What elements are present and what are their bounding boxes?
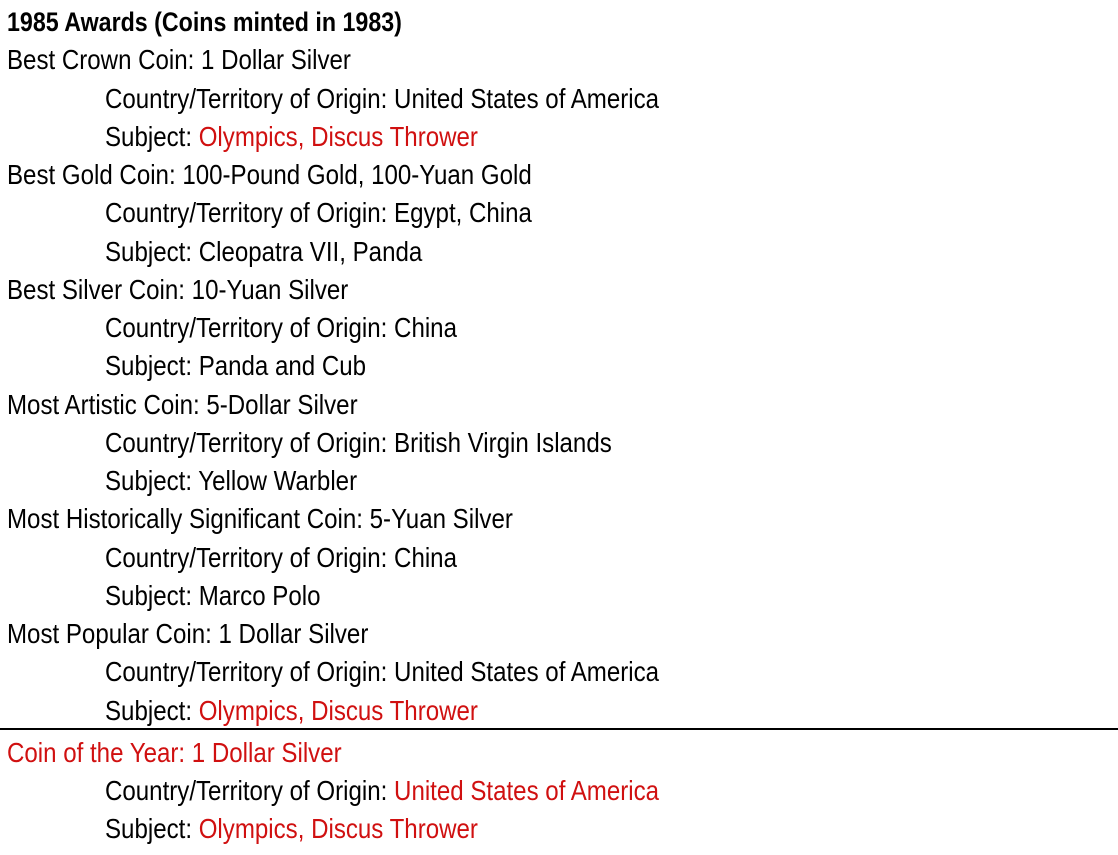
- award-country-line: Country/Territory of Origin: China: [105, 539, 457, 577]
- subject-label: Subject:: [105, 465, 199, 496]
- award-category: Best Silver Coin:: [7, 273, 192, 305]
- country-label: Country/Territory of Origin:: [105, 82, 395, 114]
- divider-rule: [0, 728, 1118, 730]
- award-country-line: Country/Territory of Origin: British Vir…: [105, 424, 612, 462]
- award-coin: 1 Dollar Silver: [191, 736, 342, 768]
- award-country-line: Country/Territory of Origin: United Stat…: [105, 653, 659, 691]
- country-label: Country/Territory of Origin:: [105, 312, 395, 343]
- award-subject: Olympics, Discus Thrower: [198, 813, 478, 845]
- award-subject-line: Subject: Olympics, Discus Thrower: [105, 692, 478, 730]
- award-subject-line: Subject: Yellow Warbler: [105, 462, 357, 500]
- award-country-line: Country/Territory of Origin: United Stat…: [105, 80, 659, 118]
- award-subject-line: Subject: Marco Polo: [105, 577, 320, 615]
- award-country-line: Country/Territory of Origin: United Stat…: [105, 772, 659, 810]
- award-category: Most Historically Significant Coin:: [7, 503, 370, 535]
- award-category-line: Coin of the Year: 1 Dollar Silver: [7, 734, 342, 772]
- award-category: Most Artistic Coin:: [7, 388, 207, 420]
- award-category-line: Most Artistic Coin: 5-Dollar Silver: [7, 386, 358, 424]
- award-subject-line: Subject: Olympics, Discus Thrower: [105, 118, 478, 156]
- country-label: Country/Territory of Origin:: [105, 656, 395, 688]
- award-coin: 10-Yuan Silver: [191, 273, 349, 305]
- award-country: China: [394, 312, 457, 343]
- document-title: 1985 Awards (Coins minted in 1983): [7, 7, 402, 37]
- subject-label: Subject:: [105, 235, 199, 267]
- award-category-line: Best Crown Coin: 1 Dollar Silver: [7, 41, 351, 79]
- award-country-line: Country/Territory of Origin: Egypt, Chin…: [105, 194, 532, 232]
- award-category-line: Best Gold Coin: 100-Pound Gold, 100-Yuan…: [7, 156, 532, 194]
- award-subject-line: Subject: Panda and Cub: [105, 347, 366, 385]
- award-subject: Panda and Cub: [198, 350, 367, 382]
- award-coin: 100-Pound Gold, 100-Yuan Gold: [182, 159, 532, 190]
- award-category-line: Most Popular Coin: 1 Dollar Silver: [7, 615, 368, 653]
- subject-label: Subject:: [105, 694, 199, 726]
- award-subject-line: Subject: Cleopatra VII, Panda: [105, 233, 422, 271]
- award-coin: 1 Dollar Silver: [201, 44, 351, 76]
- award-category-line: Most Historically Significant Coin: 5-Yu…: [7, 500, 513, 538]
- award-subject: Marco Polo: [198, 579, 321, 611]
- country-label: Country/Territory of Origin:: [105, 541, 395, 573]
- award-coin: 1 Dollar Silver: [218, 618, 369, 649]
- award-subject: Olympics, Discus Thrower: [198, 694, 478, 726]
- country-label: Country/Territory of Origin:: [105, 197, 395, 229]
- award-subject-line: Subject: Olympics, Discus Thrower: [105, 810, 478, 848]
- award-category: Best Crown Coin:: [7, 44, 202, 76]
- award-subject: Yellow Warbler: [198, 465, 358, 496]
- award-country: China: [394, 541, 457, 573]
- award-country-line: Country/Territory of Origin: China: [105, 309, 457, 347]
- award-category: Coin of the Year:: [7, 736, 192, 768]
- award-category: Most Popular Coin:: [7, 618, 219, 649]
- award-country: United States of America: [394, 656, 660, 688]
- award-country: Egypt, China: [394, 197, 532, 229]
- subject-label: Subject:: [105, 120, 199, 152]
- award-country: British Virgin Islands: [394, 426, 612, 458]
- award-country: United States of America: [394, 82, 660, 114]
- award-country: United States of America: [394, 775, 660, 806]
- subject-label: Subject:: [105, 350, 199, 382]
- subject-label: Subject:: [105, 813, 199, 845]
- award-subject: Olympics, Discus Thrower: [198, 120, 478, 152]
- subject-label: Subject:: [105, 579, 199, 611]
- award-coin: 5-Yuan Silver: [369, 503, 513, 535]
- award-subject: Cleopatra VII, Panda: [198, 235, 423, 267]
- country-label: Country/Territory of Origin:: [105, 426, 395, 458]
- award-coin: 5-Dollar Silver: [206, 388, 358, 420]
- award-category-line: Best Silver Coin: 10-Yuan Silver: [7, 271, 348, 309]
- country-label: Country/Territory of Origin:: [105, 775, 395, 806]
- award-category: Best Gold Coin:: [7, 159, 183, 190]
